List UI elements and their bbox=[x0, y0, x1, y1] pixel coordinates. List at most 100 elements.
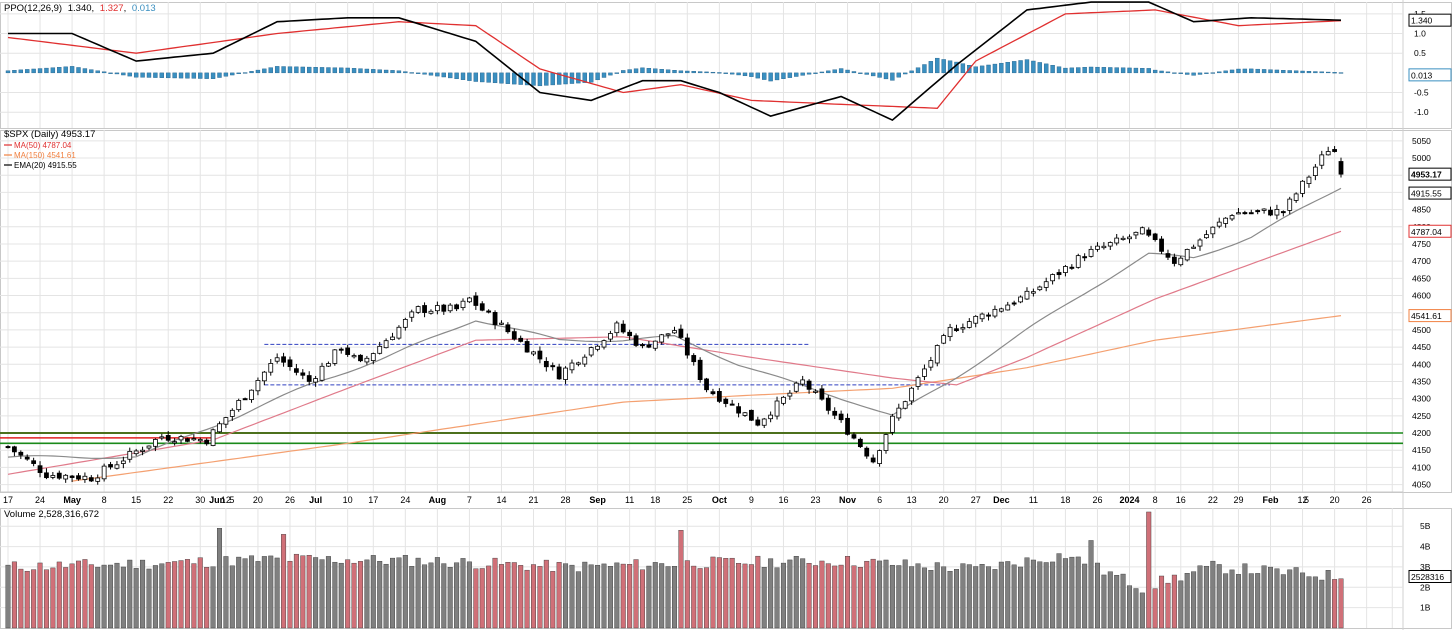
ppo-legend-hist: 0.013 bbox=[132, 3, 156, 14]
volume-bar-down bbox=[37, 562, 43, 629]
volume-bar-up bbox=[415, 557, 421, 629]
candle-up bbox=[563, 367, 568, 380]
date-tick-label: May bbox=[63, 495, 81, 505]
date-tick-label: 26 bbox=[285, 495, 295, 505]
candle-up bbox=[1274, 209, 1280, 216]
volume-bar-up bbox=[236, 556, 242, 629]
ppo-histogram-bar bbox=[358, 68, 363, 74]
volume-bar-down bbox=[620, 563, 626, 629]
volume-bar-up bbox=[883, 559, 889, 629]
candle-down bbox=[550, 365, 556, 368]
volume-bar-up bbox=[242, 558, 248, 629]
candle-down bbox=[1268, 209, 1273, 216]
volume-bar-up bbox=[370, 555, 376, 629]
ppo-histogram-bar bbox=[1178, 72, 1183, 74]
ppo-histogram-bar bbox=[499, 72, 504, 84]
ppo-histogram-bar bbox=[1172, 72, 1177, 74]
ppo-histogram-bar bbox=[781, 72, 786, 79]
date-tick-label: Jun bbox=[209, 495, 225, 505]
candle-down bbox=[306, 375, 312, 382]
volume-bar-up bbox=[1139, 592, 1145, 629]
candle-down bbox=[710, 391, 716, 395]
volume-bar-up bbox=[338, 562, 344, 629]
ppo-histogram-bar bbox=[1313, 71, 1318, 74]
candle-down bbox=[108, 464, 113, 468]
candle-up bbox=[178, 436, 184, 441]
volume-bar-up bbox=[364, 559, 370, 629]
price-tick-label: 4450 bbox=[1412, 342, 1431, 352]
ppo-histogram-bar bbox=[915, 67, 921, 74]
candle-up bbox=[973, 315, 979, 324]
volume-bar-up bbox=[1216, 564, 1222, 629]
candle-up bbox=[172, 441, 178, 444]
volume-bar-down bbox=[825, 563, 831, 629]
volume-tick-label: 3B bbox=[1420, 562, 1431, 572]
candle-up bbox=[934, 345, 940, 364]
candle-down bbox=[1069, 266, 1075, 269]
ppo-histogram-bar bbox=[524, 72, 530, 86]
candle-down bbox=[678, 328, 684, 338]
ppo-histogram-bar bbox=[646, 68, 652, 74]
ppo-histogram-bar bbox=[1076, 67, 1081, 74]
candle-up bbox=[1229, 215, 1235, 220]
ppo-histogram-bar bbox=[396, 70, 402, 74]
candle-up bbox=[781, 396, 786, 404]
ma50-line bbox=[7, 230, 1342, 475]
candle-down bbox=[691, 355, 697, 363]
date-tick-label: 2024 bbox=[1119, 495, 1139, 505]
ppo-histogram-bar bbox=[1281, 70, 1286, 74]
candle-up bbox=[1325, 151, 1331, 156]
volume-bar-up bbox=[268, 555, 274, 629]
ppo-histogram-bar bbox=[262, 68, 267, 74]
date-tick-label: Aug bbox=[429, 495, 447, 505]
price-tick-label: 4350 bbox=[1412, 376, 1431, 386]
ppo-legend-prefix: PPO(12,26,9) bbox=[4, 3, 62, 14]
candle-down bbox=[697, 359, 703, 380]
candle-down bbox=[56, 472, 62, 479]
support-resistance-lines bbox=[0, 343, 1403, 445]
volume-bar-down bbox=[748, 564, 754, 629]
candle-up bbox=[1223, 217, 1229, 224]
candle-up bbox=[947, 326, 953, 338]
volume-value-tag: 2528316 bbox=[1411, 572, 1444, 582]
candle-down bbox=[511, 331, 517, 340]
candle-up bbox=[1312, 166, 1318, 177]
volume-bar-down bbox=[1171, 574, 1177, 629]
candle-up bbox=[768, 414, 774, 420]
candle-down bbox=[18, 451, 24, 456]
candle-up bbox=[447, 304, 453, 312]
volume-bar-down bbox=[851, 565, 857, 629]
ppo-histogram-bar bbox=[1217, 71, 1222, 74]
price-tick-label: 4700 bbox=[1412, 256, 1431, 266]
ppo-histogram-bar bbox=[877, 72, 882, 78]
ppo-histogram-bar bbox=[1300, 70, 1305, 74]
ppo-histogram-bar bbox=[979, 65, 985, 74]
candle-up bbox=[351, 355, 357, 358]
date-tick-label: 29 bbox=[1233, 495, 1243, 505]
candle-up bbox=[1216, 221, 1222, 227]
volume-bar-down bbox=[729, 557, 735, 629]
ppo-histogram-bar bbox=[114, 72, 120, 75]
candle-up bbox=[896, 407, 902, 419]
candle-down bbox=[518, 337, 524, 342]
ppo-histogram-bar bbox=[1120, 67, 1126, 74]
candle-up bbox=[191, 438, 197, 441]
candle-up bbox=[1306, 176, 1312, 184]
price-tick-label: 5050 bbox=[1412, 136, 1431, 146]
candle-down bbox=[165, 435, 171, 441]
ppo-tick-label: 1.0 bbox=[1414, 29, 1426, 39]
ppo-histogram-bar bbox=[595, 72, 600, 81]
volume-bar-down bbox=[691, 565, 697, 629]
ma150-tag: 4541.61 bbox=[1411, 311, 1442, 321]
ma150-line bbox=[72, 315, 1342, 482]
date-tick-label: 11 bbox=[1029, 495, 1038, 505]
date-tick-label: 20 bbox=[1330, 495, 1340, 505]
ppo-histogram-bar bbox=[1287, 70, 1292, 74]
candle-down bbox=[986, 314, 991, 317]
date-tick-label: 26 bbox=[1092, 495, 1102, 505]
volume-bar-down bbox=[845, 556, 851, 629]
volume-bar-up bbox=[614, 562, 620, 629]
volume-bar-up bbox=[402, 555, 408, 629]
ppo-histogram-bar bbox=[82, 68, 88, 74]
